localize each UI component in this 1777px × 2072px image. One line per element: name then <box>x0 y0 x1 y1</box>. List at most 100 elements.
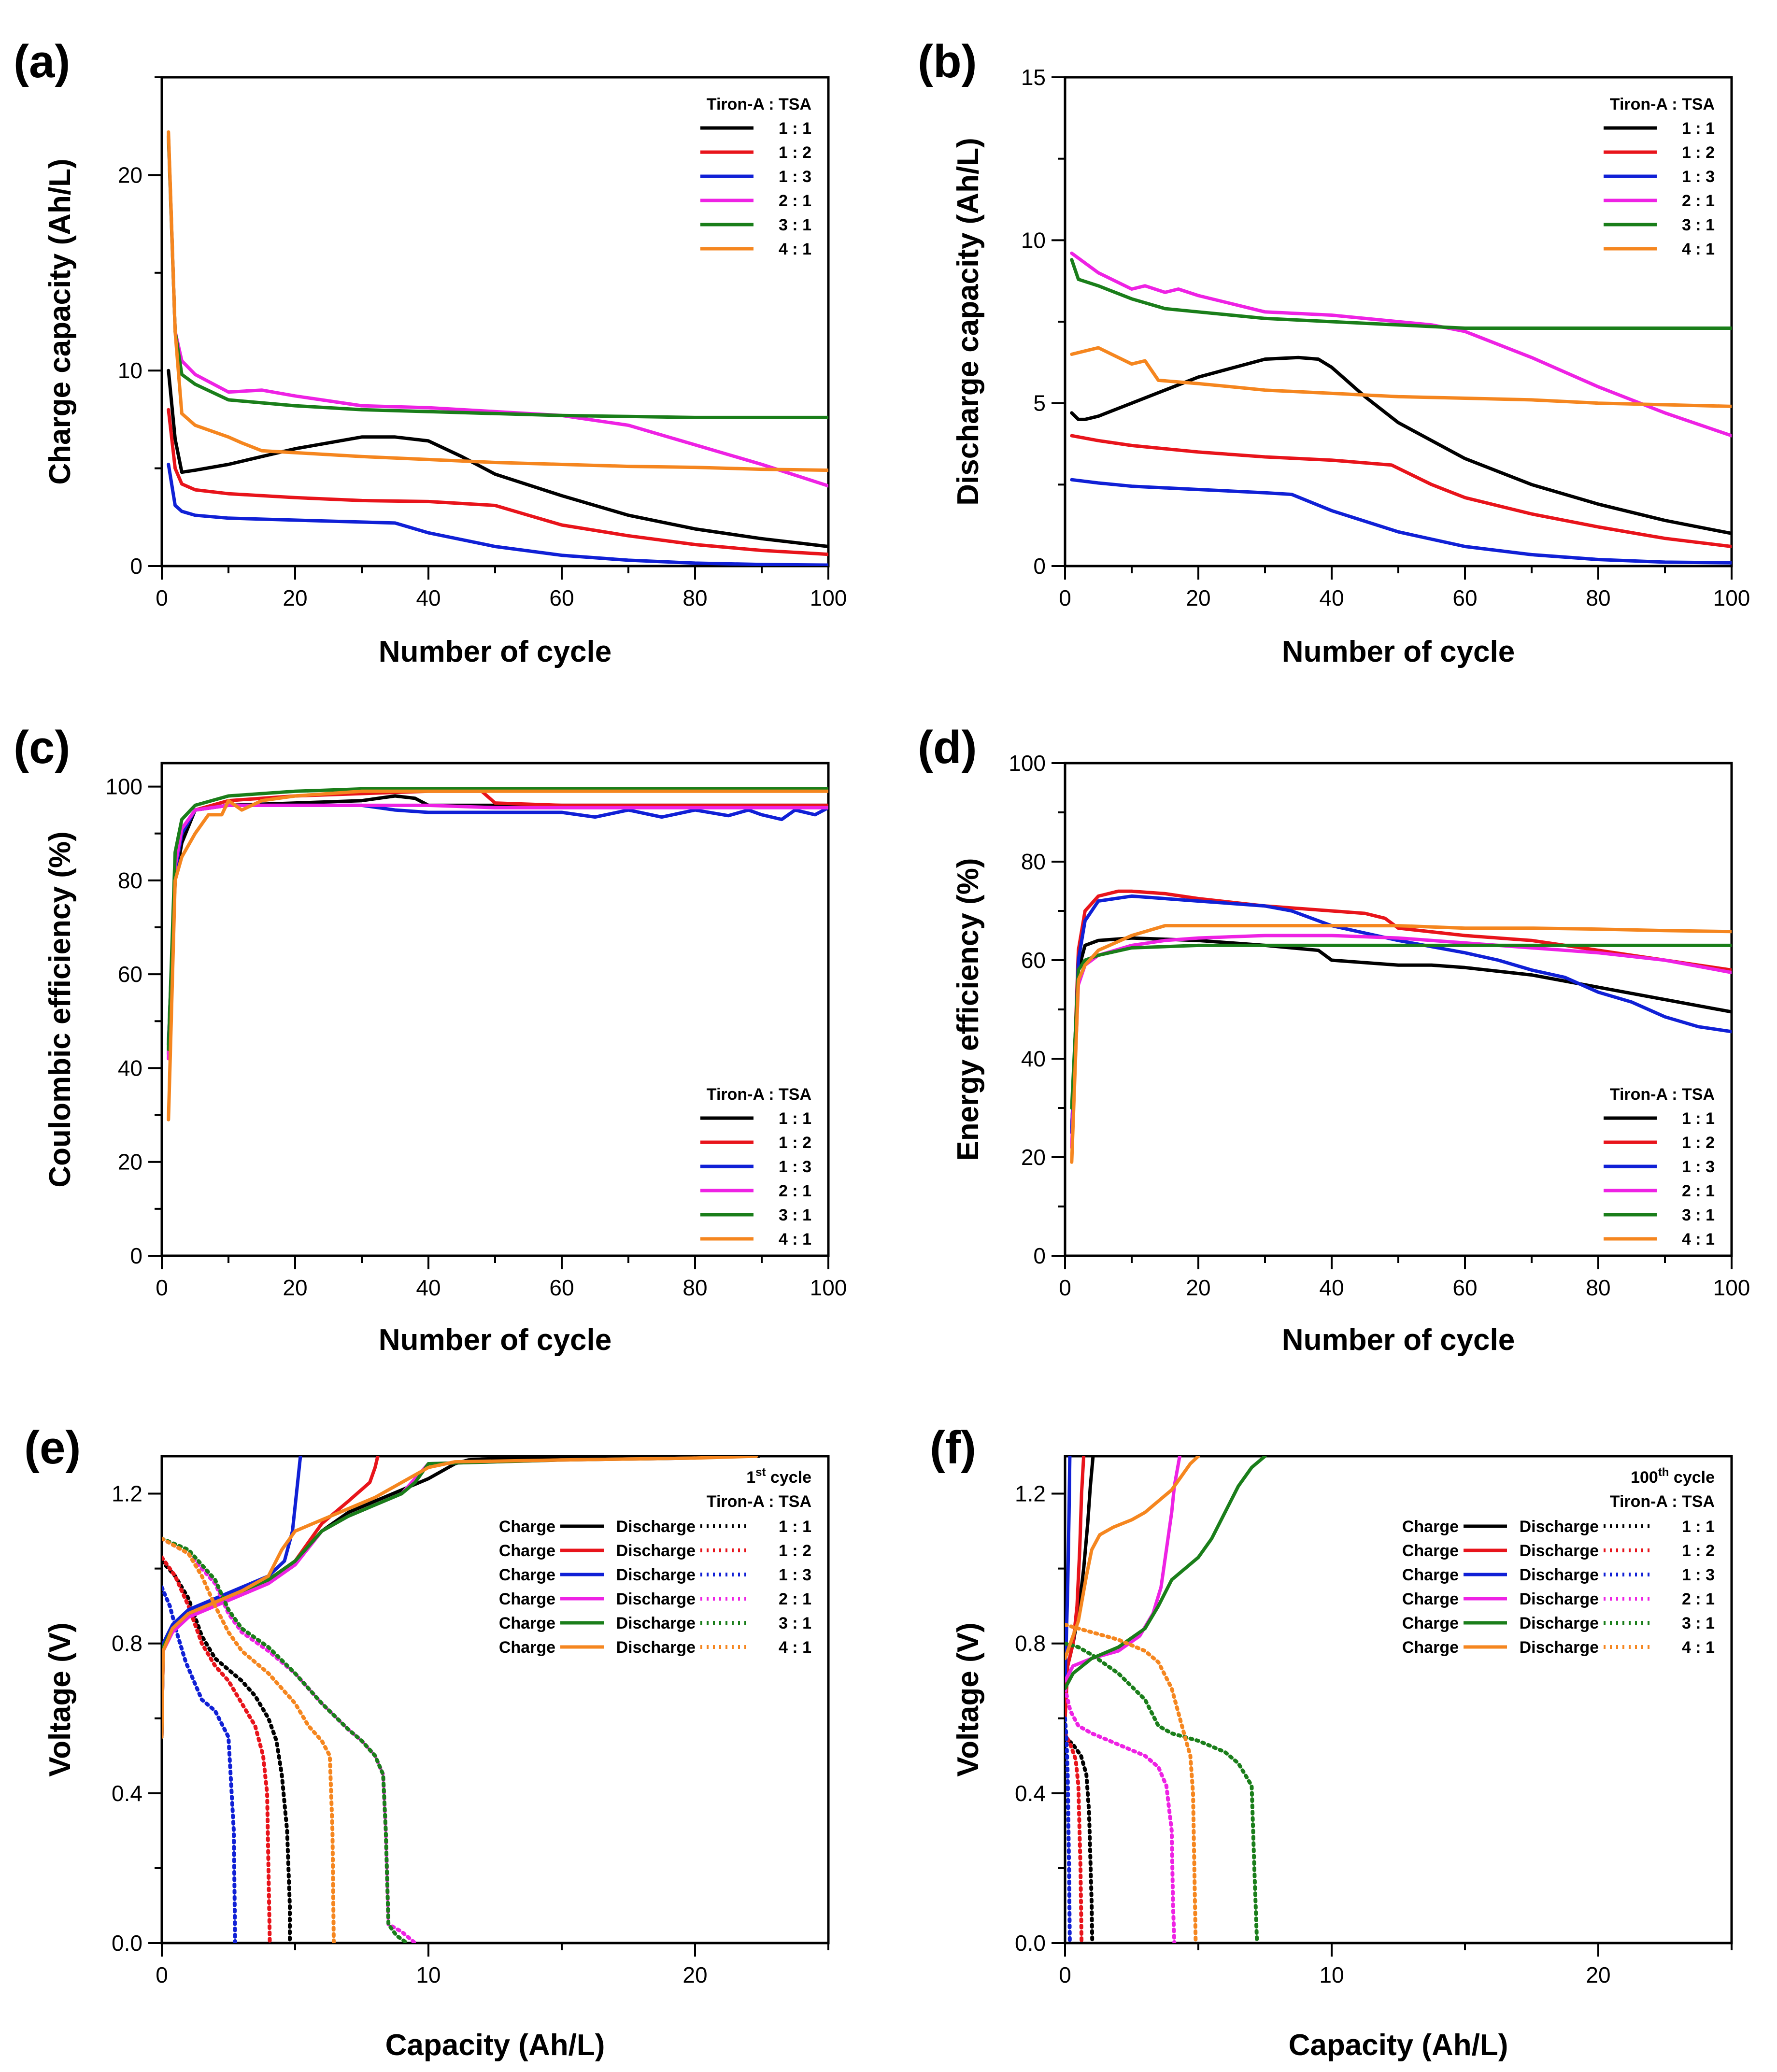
panel-label-f: (f) <box>930 1422 976 1474</box>
legend-label: 2 : 1 <box>779 192 811 210</box>
x-axis-title: Number of cycle <box>379 635 611 668</box>
plot-area <box>1070 889 1732 1164</box>
series-line-2-1 <box>167 803 828 1061</box>
legend-label: 4 : 1 <box>1682 240 1715 258</box>
legend: Tiron-A : TSA 1 : 1 1 : 2 1 : 3 2 : 1 3 : 1 4 … <box>1604 95 1715 258</box>
legend-charge-label: Charge <box>499 1590 555 1608</box>
legend-label: 1 : 2 <box>779 1134 811 1152</box>
series-line-4-1 <box>1070 924 1732 1164</box>
y-tick-label: 100 <box>1009 751 1046 776</box>
x-axis-title: Number of cycle <box>1282 1323 1515 1357</box>
legend-label: 2 : 1 <box>779 1182 811 1200</box>
legend-title: Tiron-A : TSA <box>1610 95 1715 114</box>
series-line-2-1 <box>167 134 828 488</box>
series-line-discharge-1-1 <box>1065 1735 1095 1943</box>
plot-area <box>1070 251 1732 565</box>
x-tick-label: 60 <box>549 1275 574 1300</box>
y-tick-label: 0.0 <box>1015 1930 1046 1956</box>
series-line-4-1 <box>167 130 828 472</box>
series-line-1-3 <box>167 803 828 1047</box>
y-tick-label: 60 <box>118 962 142 987</box>
legend-discharge-label: Discharge <box>616 1614 696 1632</box>
legend-label: 1 : 3 <box>779 168 811 186</box>
x-tick-label: 60 <box>549 585 574 610</box>
panel-label-c: (c) <box>14 722 70 773</box>
legend-charge-label: Charge <box>499 1542 555 1560</box>
panel-label-a: (a) <box>14 36 70 87</box>
y-tick-label: 20 <box>118 1150 142 1175</box>
legend-label: 1 : 3 <box>1682 1566 1715 1584</box>
legend-cycle-label: 1st cycle <box>746 1466 811 1487</box>
y-tick-label: 0 <box>130 553 142 579</box>
legend-label: 3 : 1 <box>1682 1614 1715 1632</box>
panel-b: (b) 0 20 40 60 80 100 0 5 10 15 Number of cycle Disc… <box>918 36 1750 668</box>
y-axis-title: Voltage (V) <box>952 1622 985 1776</box>
plot-frame <box>160 762 830 1257</box>
y-tick-label: 0.8 <box>1015 1631 1046 1656</box>
legend-label: 1 : 1 <box>1682 119 1715 138</box>
x-tick-label: 20 <box>1586 1962 1610 1987</box>
legend-label: 1 : 2 <box>1682 1134 1715 1152</box>
plot-area <box>1065 1456 1267 1943</box>
x-tick-label: 20 <box>1186 585 1210 610</box>
legend-discharge-label: Discharge <box>1520 1614 1599 1632</box>
x-tick-label: 60 <box>1452 585 1477 610</box>
series-line-discharge-4-1 <box>162 1536 336 1943</box>
panel-a: (a) 0 20 40 60 80 100 0 10 20 Number of cycle Charg… <box>14 36 847 668</box>
series-line-2-1 <box>1070 251 1732 438</box>
legend-label: 1 : 3 <box>779 1566 811 1584</box>
y-tick-label: 1.2 <box>112 1481 142 1506</box>
x-tick-label: 40 <box>416 1275 441 1300</box>
legend-discharge-label: Discharge <box>1520 1542 1599 1560</box>
x-tick-label: 0 <box>156 1962 168 1987</box>
y-axis-title: Discharge capacity (Ah/L) <box>952 138 985 505</box>
x-tick-label: 20 <box>1186 1275 1210 1300</box>
panel-e: (e) 0 10 20 0.0 0.4 0.8 1.2 Capacity (Ah/L) Volta… <box>24 1422 830 2062</box>
series-line-2-1 <box>1070 934 1732 1150</box>
y-tick-label: 10 <box>118 358 142 383</box>
legend-label: 3 : 1 <box>1682 216 1715 234</box>
y-tick-label: 40 <box>118 1055 142 1080</box>
legend-discharge-label: Discharge <box>616 1518 696 1536</box>
series-line-1-2 <box>1070 889 1732 1135</box>
series-line-1-3 <box>1070 894 1732 1135</box>
legend-label: 3 : 1 <box>1682 1206 1715 1224</box>
x-tick-label: 40 <box>1319 1275 1344 1300</box>
y-tick-label: 0.8 <box>112 1631 142 1656</box>
legend-charge-label: Charge <box>499 1614 555 1632</box>
x-tick-label: 100 <box>1713 585 1750 610</box>
series-line-1-1 <box>1070 355 1732 535</box>
x-axis-title: Capacity (Ah/L) <box>1289 2029 1508 2062</box>
legend-charge-label: Charge <box>1402 1566 1459 1584</box>
y-tick-label: 80 <box>118 868 142 893</box>
legend-label: 3 : 1 <box>779 216 811 234</box>
legend-discharge-label: Discharge <box>1520 1590 1599 1608</box>
legend-label: 4 : 1 <box>1682 1638 1715 1657</box>
legend-title: Tiron-A : TSA <box>1610 1085 1715 1104</box>
x-axis-title: Number of cycle <box>1282 635 1515 668</box>
legend-title: Tiron-A : TSA <box>1610 1492 1715 1511</box>
series-line-charge-1-2 <box>1065 1456 1086 1720</box>
series-line-1-3 <box>1070 478 1732 565</box>
plot-area <box>167 130 828 566</box>
y-tick-label: 20 <box>118 162 142 187</box>
x-tick-label: 100 <box>810 585 847 610</box>
series-line-3-1 <box>1070 943 1732 1110</box>
legend-discharge-label: Discharge <box>616 1638 696 1657</box>
y-tick-label: 20 <box>1021 1145 1046 1170</box>
x-tick-label: 10 <box>1319 1962 1344 1987</box>
series-line-discharge-2-1 <box>1065 1686 1177 1943</box>
legend-label: 4 : 1 <box>779 1230 811 1249</box>
plot-area <box>162 1456 761 1943</box>
series-line-1-2 <box>1070 434 1732 548</box>
x-axis-title: Capacity (Ah/L) <box>385 2029 605 2062</box>
plot-frame <box>160 1455 830 1944</box>
y-axis-title: Energy efficiency (%) <box>952 858 985 1161</box>
legend-label: 1 : 2 <box>1682 143 1715 162</box>
legend-label: 1 : 1 <box>1682 1109 1715 1128</box>
y-tick-label: 15 <box>1021 65 1046 90</box>
x-tick-label: 0 <box>1059 1275 1071 1300</box>
series-line-1-2 <box>167 408 828 556</box>
series-line-4-1 <box>1070 346 1732 408</box>
legend-charge-label: Charge <box>1402 1518 1459 1536</box>
